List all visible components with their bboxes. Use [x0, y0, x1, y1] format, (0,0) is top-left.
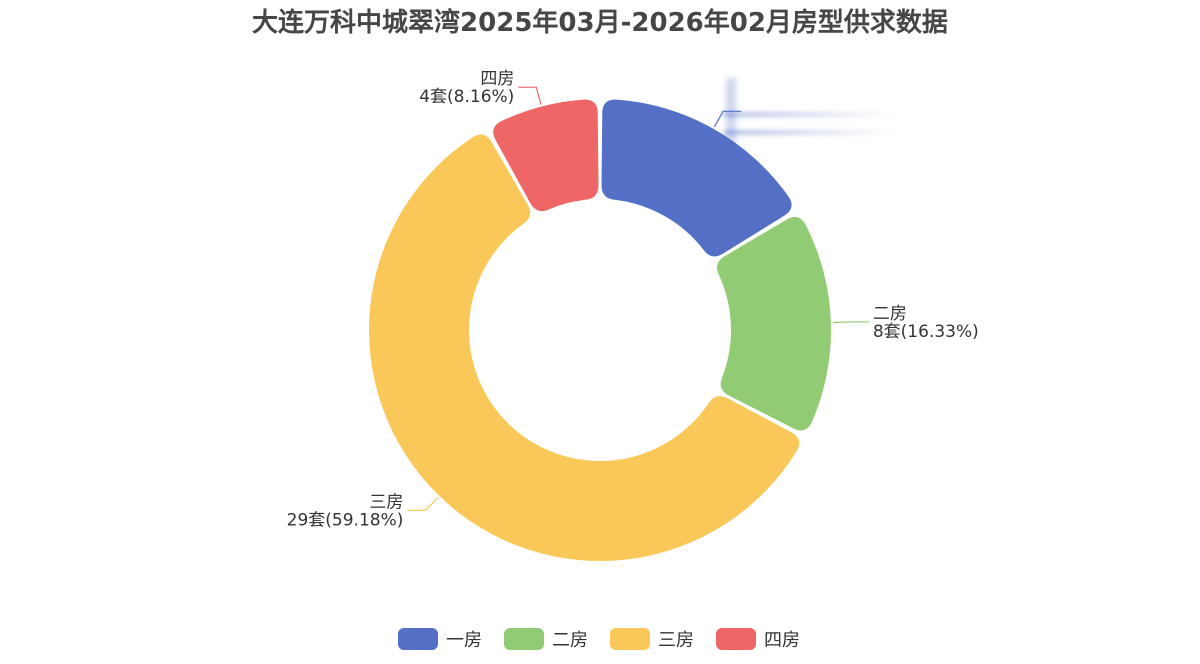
slice-label-name-4: 四房: [480, 69, 514, 89]
legend-label-3[interactable]: 三房: [658, 630, 694, 651]
legend-item-1[interactable]: 一房: [398, 628, 482, 651]
chart-title: 大连万科中城翠湾2025年03月-2026年02月房型供求数据: [252, 7, 948, 38]
label-leader-line-1: [713, 110, 742, 128]
legend-item-4[interactable]: 四房: [716, 628, 800, 651]
slice-label-name-3: 三房: [369, 492, 403, 512]
label-leader-line-2: [832, 321, 869, 324]
slice-label-value-3: 29套(59.18%): [287, 510, 404, 530]
legend-label-1[interactable]: 一房: [446, 630, 482, 651]
slice-label-value-4: 4套(8.16%): [419, 87, 514, 107]
label-leader-line-4: [518, 86, 542, 105]
legend-label-2[interactable]: 二房: [552, 630, 588, 651]
legend-label-4[interactable]: 四房: [764, 630, 800, 651]
legend-swatch-2[interactable]: [504, 628, 544, 650]
pie-slice-4[interactable]: [493, 99, 599, 212]
slice-label-name-2: 二房: [873, 304, 907, 324]
label-leader-line-3: [407, 496, 439, 511]
legend-item-3[interactable]: 三房: [610, 628, 694, 651]
legend-swatch-4[interactable]: [716, 628, 756, 650]
slices-layer: [369, 99, 832, 561]
pie-slice-1[interactable]: [601, 99, 792, 257]
legend-swatch-3[interactable]: [610, 628, 650, 650]
legend-swatch-1[interactable]: [398, 628, 438, 650]
legend: 一房 二房 三房 四房: [398, 628, 800, 651]
pie-slice-2[interactable]: [716, 216, 832, 431]
slice-label-value-2: 8套(16.33%): [873, 322, 979, 342]
legend-item-2[interactable]: 二房: [504, 628, 588, 651]
pie-slice-3[interactable]: [369, 134, 800, 561]
